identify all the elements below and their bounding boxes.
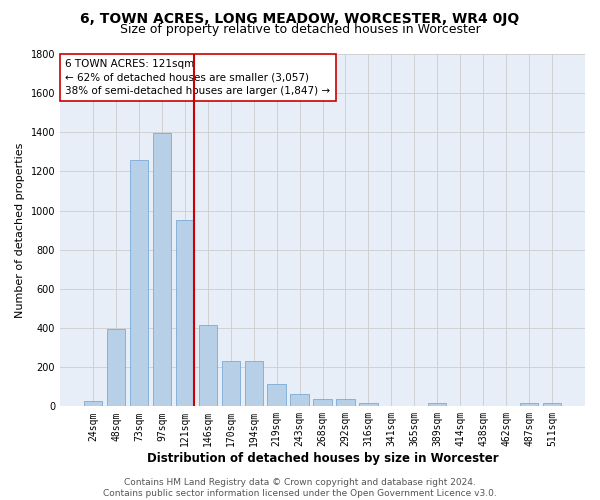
- Bar: [245, 362, 263, 406]
- Text: 6, TOWN ACRES, LONG MEADOW, WORCESTER, WR4 0JQ: 6, TOWN ACRES, LONG MEADOW, WORCESTER, W…: [80, 12, 520, 26]
- Bar: [130, 160, 148, 406]
- Bar: [153, 134, 171, 406]
- Bar: [313, 399, 332, 406]
- Bar: [290, 394, 309, 406]
- Text: Contains HM Land Registry data © Crown copyright and database right 2024.
Contai: Contains HM Land Registry data © Crown c…: [103, 478, 497, 498]
- Bar: [543, 404, 561, 406]
- Bar: [199, 325, 217, 406]
- X-axis label: Distribution of detached houses by size in Worcester: Distribution of detached houses by size …: [147, 452, 499, 465]
- Bar: [221, 362, 240, 406]
- Text: Size of property relative to detached houses in Worcester: Size of property relative to detached ho…: [119, 22, 481, 36]
- Bar: [428, 404, 446, 406]
- Text: 6 TOWN ACRES: 121sqm
← 62% of detached houses are smaller (3,057)
38% of semi-de: 6 TOWN ACRES: 121sqm ← 62% of detached h…: [65, 60, 331, 96]
- Bar: [359, 404, 377, 406]
- Y-axis label: Number of detached properties: Number of detached properties: [15, 142, 25, 318]
- Bar: [268, 384, 286, 406]
- Bar: [520, 404, 538, 406]
- Bar: [84, 402, 102, 406]
- Bar: [336, 399, 355, 406]
- Bar: [107, 329, 125, 406]
- Bar: [176, 220, 194, 406]
